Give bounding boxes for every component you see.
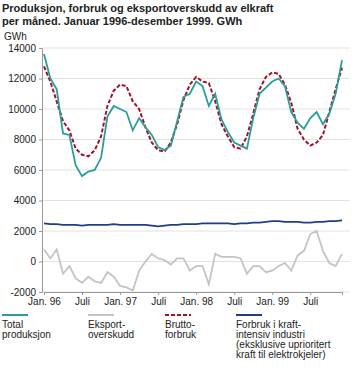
title: Produksjon, forbruk og eksportoverskudd … — [2, 2, 274, 27]
y-tick: 8000 — [14, 134, 42, 145]
series-line — [44, 66, 342, 156]
y-tick-label: 6000 — [14, 165, 37, 176]
grid-line — [42, 48, 350, 49]
x-tick-label: Jan. 96 — [28, 296, 61, 307]
legend-swatch — [165, 314, 191, 316]
x-tick: Juli — [227, 292, 242, 307]
legend-label-line: forbruk — [165, 329, 197, 340]
y-tick-mark — [39, 201, 42, 202]
x-axis: Jan. 96 Juli Jan. 97 Juli Jan. 98 Juli Jan. 99… — [28, 292, 342, 307]
y-tick: 0 — [30, 256, 42, 267]
lines — [44, 54, 342, 290]
grid-line — [42, 261, 350, 262]
x-tick: Jan. 99 — [256, 292, 289, 307]
x-tick-mark — [120, 292, 121, 295]
y-tick-mark — [39, 140, 42, 141]
series-line — [44, 54, 342, 176]
y-tick-mark — [39, 262, 42, 263]
legend-label-line: produksjon — [2, 329, 51, 340]
y-tick-label: 14000 — [8, 43, 36, 54]
series-line — [44, 220, 342, 226]
y-tick: 10000 — [8, 104, 42, 115]
y-tick-label: 4000 — [14, 195, 37, 206]
legend-label: Totalproduksjon — [2, 319, 51, 340]
x-tick-label: Jan. 97 — [104, 296, 137, 307]
chart: Produksjon, forbruk og eksportoverskudd … — [0, 0, 358, 378]
x-tick-mark — [310, 292, 311, 295]
x-tick: Jan. 96 — [28, 292, 61, 307]
legend-label: Eksport-overskudd — [88, 319, 134, 340]
y-tick-label: 0 — [30, 256, 36, 267]
y-tick-label: 8000 — [14, 134, 37, 145]
x-tick-mark — [158, 292, 159, 295]
x-tick-label: Juli — [303, 296, 318, 307]
grid-line — [42, 170, 350, 171]
grid-line — [42, 231, 350, 232]
x-tick-mark — [272, 292, 273, 295]
grid-line — [42, 200, 350, 201]
y-tick-mark — [39, 231, 42, 232]
y-tick: 4000 — [14, 195, 42, 206]
x-tick-label: Jan. 98 — [180, 296, 213, 307]
legend: Totalproduksjon Eksport-overskudd Brutto-f… — [2, 315, 331, 360]
grid — [42, 48, 350, 292]
legend-label-line: overskudd — [88, 329, 134, 340]
y-tick: 14000 — [8, 43, 42, 54]
y-tick-mark — [39, 79, 42, 80]
y-tick-label: 10000 — [8, 104, 36, 115]
x-axis-line — [45, 293, 343, 296]
y-tick-label: 2000 — [14, 226, 37, 237]
legend-swatch — [2, 314, 28, 316]
x-tick-label: Juli — [151, 296, 166, 307]
x-tick-mark — [82, 292, 83, 295]
y-tick: 12000 — [8, 73, 42, 84]
y-tick-mark — [39, 292, 42, 293]
y-tick-mark — [39, 48, 42, 49]
title-line: per måned. Januar 1996-desember 1999. GW… — [2, 15, 243, 27]
x-tick-mark — [196, 292, 197, 295]
y-tick-label: 12000 — [8, 73, 36, 84]
legend-label-line: kraft til elektrokjeler) — [236, 349, 325, 360]
x-tick: Jan. 97 — [104, 292, 137, 307]
y-tick: 2000 — [14, 226, 42, 237]
x-tick-label: Juli — [75, 296, 90, 307]
y-axis-line — [39, 49, 43, 293]
x-tick-mark — [44, 292, 45, 295]
legend-label: Forbruk i kraft-intensiv industri(eksklu… — [236, 319, 331, 360]
grid-line — [42, 109, 350, 110]
y-tick-mark — [39, 109, 42, 110]
legend-swatch — [88, 314, 114, 316]
y-axis: -200002000400060008000100001200014000 — [8, 43, 42, 298]
y-tick-mark — [39, 170, 42, 171]
y-tick: 6000 — [14, 165, 42, 176]
legend-swatch — [236, 314, 262, 316]
x-tick: Juli — [75, 292, 90, 307]
y-axis-title: GWh — [4, 31, 27, 42]
legend-label: Brutto-forbruk — [165, 319, 197, 340]
series-line — [44, 231, 342, 290]
x-tick: Juli — [303, 292, 318, 307]
x-tick: Jan. 98 — [180, 292, 213, 307]
x-tick-label: Juli — [227, 296, 242, 307]
x-tick: Juli — [151, 292, 166, 307]
x-tick-mark — [234, 292, 235, 295]
x-tick-label: Jan. 99 — [256, 296, 289, 307]
title-line: Produksjon, forbruk og eksportoverskudd … — [2, 2, 274, 14]
